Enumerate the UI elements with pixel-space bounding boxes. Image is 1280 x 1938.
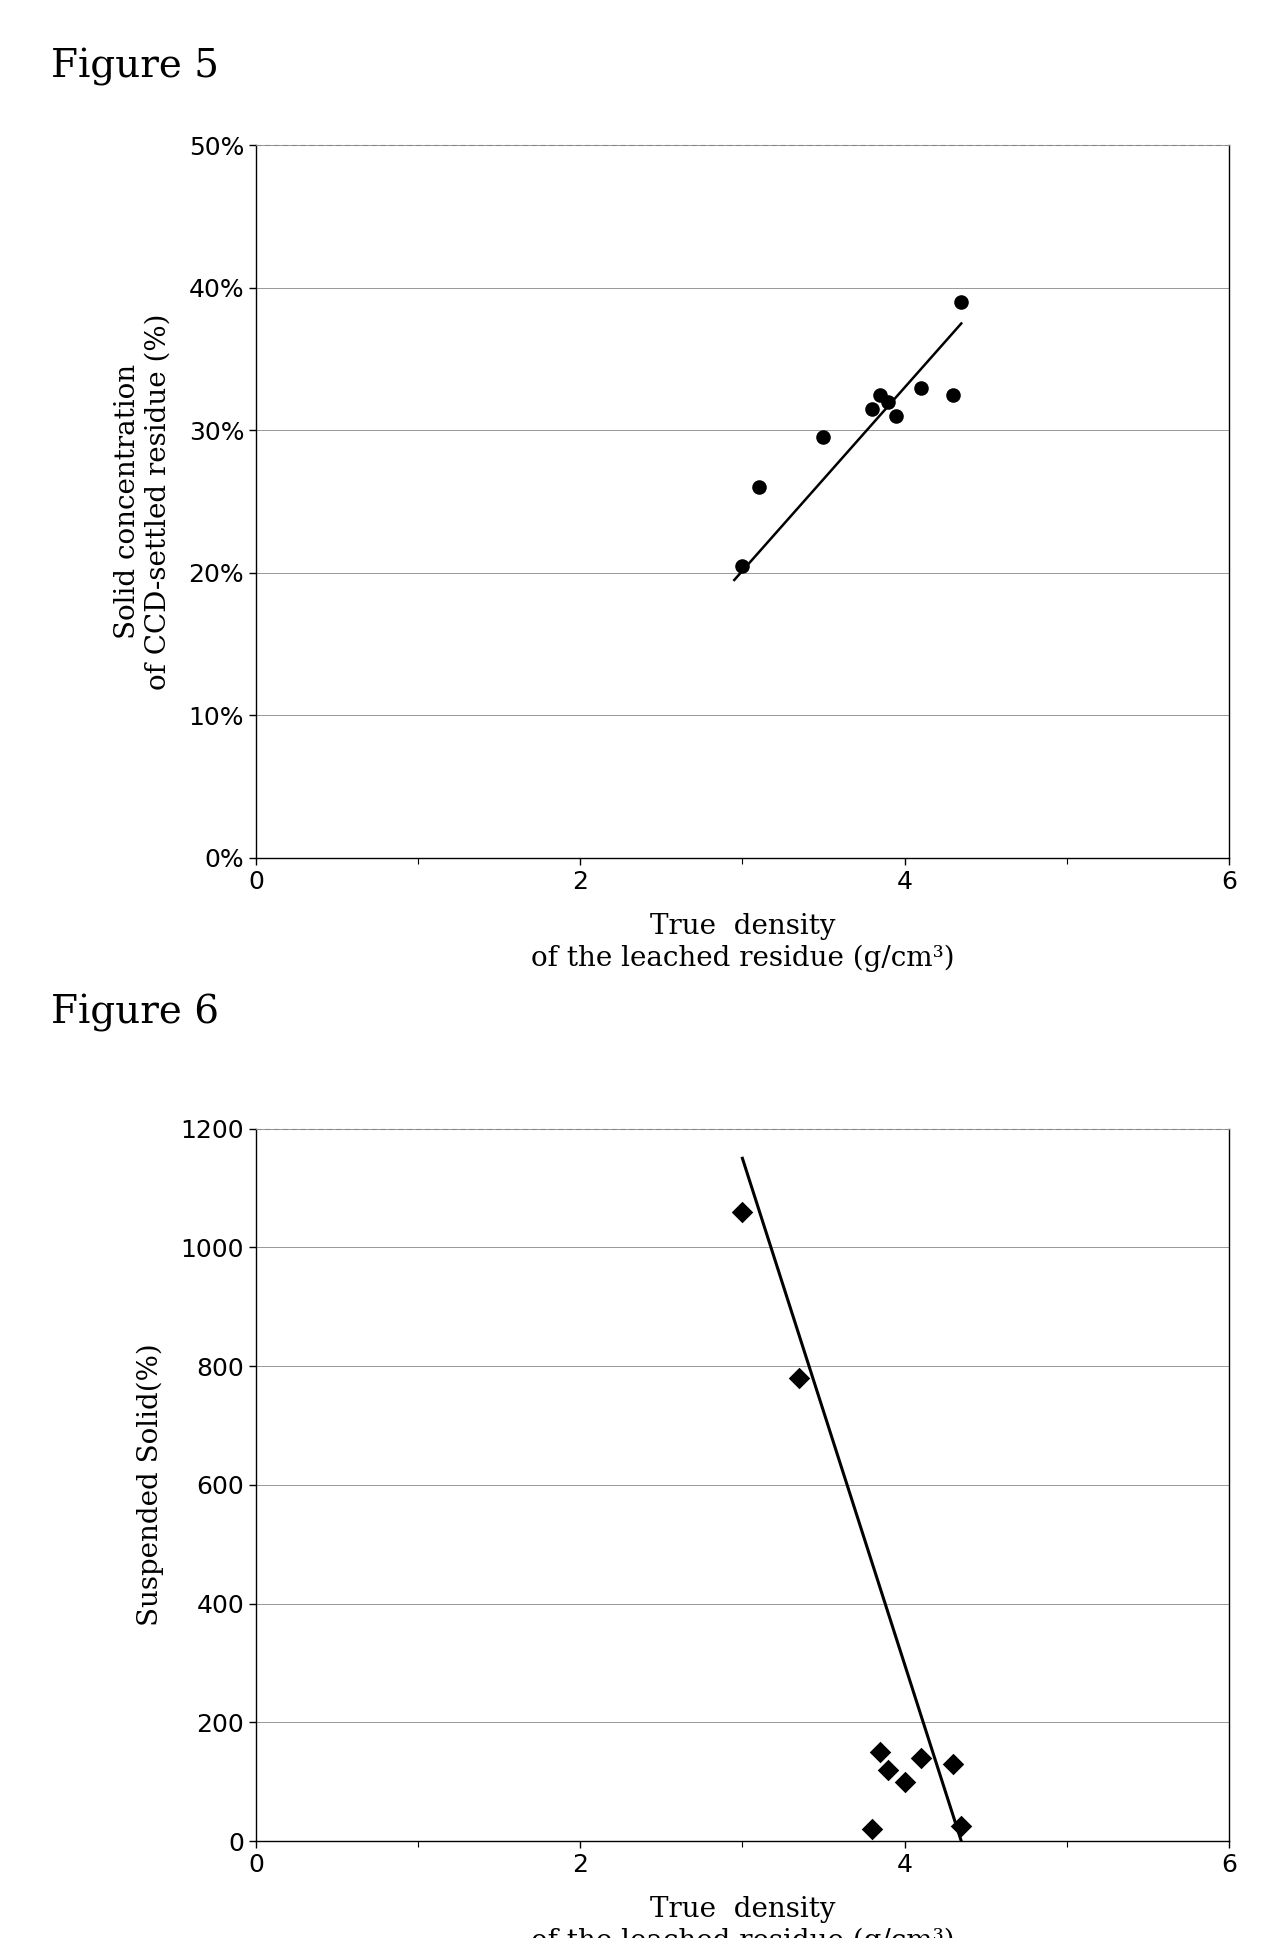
Text: Figure 6: Figure 6	[51, 994, 219, 1033]
Text: Figure 5: Figure 5	[51, 48, 219, 87]
Point	[943, 380, 964, 411]
Point	[878, 1754, 899, 1785]
Point	[870, 1736, 891, 1767]
Point	[951, 1810, 972, 1841]
Point	[895, 1766, 915, 1797]
Point	[732, 550, 753, 581]
Point	[861, 1814, 882, 1845]
Y-axis label: Solid concentration
of CCD-settled residue (%): Solid concentration of CCD-settled resid…	[114, 314, 172, 690]
Point	[813, 422, 833, 453]
Point	[878, 386, 899, 417]
Point	[732, 1196, 753, 1227]
Point	[943, 1748, 964, 1779]
Point	[749, 471, 769, 502]
X-axis label: True  density
of the leached residue (g/cm³): True density of the leached residue (g/c…	[531, 913, 954, 971]
Point	[861, 393, 882, 424]
Point	[886, 401, 906, 432]
Point	[870, 380, 891, 411]
Point	[951, 287, 972, 318]
Y-axis label: Suspended Solid(%): Suspended Solid(%)	[137, 1343, 164, 1626]
Point	[910, 1742, 931, 1773]
Point	[788, 1362, 809, 1393]
Point	[910, 372, 931, 403]
X-axis label: True  density
of the leached residue (g/cm³): True density of the leached residue (g/c…	[531, 1897, 954, 1938]
